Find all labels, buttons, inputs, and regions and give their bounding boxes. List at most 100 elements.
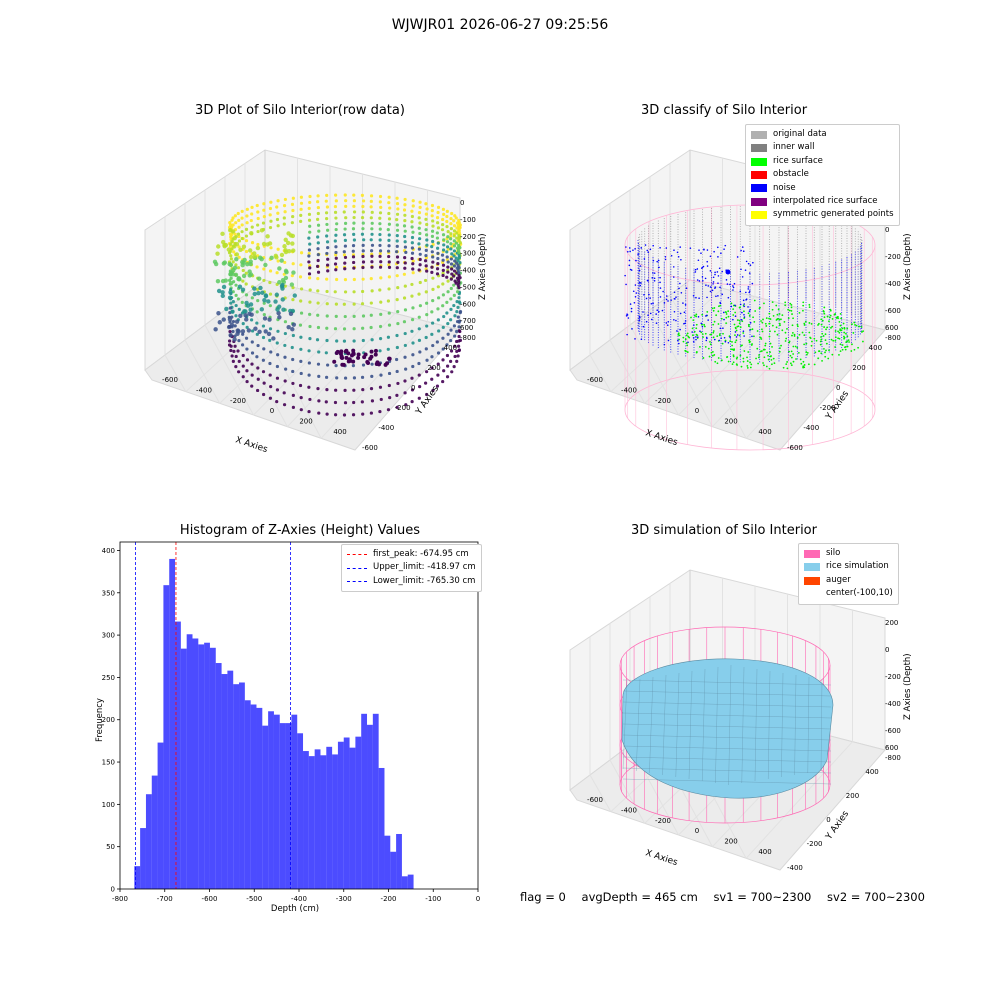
raw-point bbox=[299, 324, 302, 327]
noise-point bbox=[677, 340, 679, 342]
raw-point bbox=[317, 253, 320, 256]
raw-point bbox=[317, 326, 320, 329]
raw-point bbox=[300, 311, 303, 314]
rice-point bbox=[805, 351, 807, 353]
raw-point bbox=[442, 269, 445, 272]
raw-point bbox=[335, 303, 338, 306]
raw-point bbox=[455, 216, 458, 219]
raw-point bbox=[334, 401, 337, 404]
noise-point bbox=[665, 247, 667, 249]
rice-point bbox=[734, 324, 736, 326]
noise-point bbox=[741, 312, 743, 314]
rice-point bbox=[847, 346, 849, 348]
raw-point bbox=[334, 290, 337, 293]
legend-label: inner wall bbox=[773, 141, 814, 154]
raw-point bbox=[262, 202, 265, 205]
rice-point bbox=[708, 348, 710, 350]
raw-point bbox=[436, 340, 439, 343]
rice-point bbox=[814, 364, 816, 366]
raw-point bbox=[385, 361, 389, 365]
noise-point bbox=[748, 286, 750, 288]
raw-point bbox=[370, 194, 373, 197]
raw-point bbox=[230, 257, 233, 260]
rice-point bbox=[763, 364, 765, 366]
raw-point bbox=[396, 245, 399, 248]
raw-point bbox=[436, 216, 439, 219]
rice-point bbox=[805, 321, 807, 323]
rice-point bbox=[834, 313, 836, 315]
raw-point bbox=[453, 249, 456, 252]
p2-z-tick: -800 bbox=[885, 334, 901, 342]
raw-point bbox=[442, 369, 445, 372]
y-tick-label: 100 bbox=[102, 801, 115, 809]
raw-point bbox=[325, 194, 328, 197]
raw-point bbox=[361, 327, 364, 330]
noise-point bbox=[720, 252, 722, 254]
rice-point bbox=[825, 328, 827, 330]
rice-point bbox=[710, 343, 712, 345]
raw-point bbox=[299, 384, 302, 387]
rice-point bbox=[762, 319, 764, 321]
raw-point bbox=[447, 333, 450, 336]
raw-point bbox=[251, 241, 254, 244]
noise-point bbox=[693, 337, 695, 339]
raw-point bbox=[450, 212, 453, 215]
rice-point bbox=[824, 356, 826, 358]
rice-point bbox=[823, 311, 825, 313]
rice-point bbox=[790, 362, 792, 364]
raw-point bbox=[268, 362, 271, 365]
raw-point bbox=[441, 218, 444, 221]
rice-point bbox=[763, 349, 765, 351]
raw-point bbox=[431, 288, 434, 291]
raw-point bbox=[292, 334, 295, 337]
rice-point bbox=[785, 340, 787, 342]
raw-point bbox=[437, 226, 440, 229]
raw-point bbox=[228, 317, 232, 321]
raw-point bbox=[437, 351, 440, 354]
raw-point bbox=[262, 267, 265, 270]
raw-point bbox=[245, 282, 248, 285]
raw-point bbox=[403, 224, 406, 227]
raw-point bbox=[370, 314, 373, 317]
legend-label: interpolated rice surface bbox=[773, 195, 878, 208]
y-tick-label: 150 bbox=[102, 759, 115, 767]
rice-point bbox=[713, 307, 715, 309]
rice-point bbox=[678, 332, 680, 334]
raw-point bbox=[411, 241, 414, 244]
rice-point bbox=[719, 305, 721, 307]
raw-point bbox=[379, 249, 382, 252]
status-footer: flag = 0 avgDepth = 465 cm sv1 = 700~230… bbox=[520, 890, 937, 904]
noise-point bbox=[743, 300, 745, 302]
p1-x-tick: -200 bbox=[230, 397, 246, 405]
raw-point bbox=[344, 199, 347, 202]
rice-point bbox=[734, 334, 736, 336]
p2-x-tick: 400 bbox=[758, 428, 771, 436]
p1-x-tick: -600 bbox=[162, 376, 178, 384]
noise-point bbox=[746, 298, 748, 300]
raw-point bbox=[445, 311, 448, 314]
raw-point bbox=[292, 322, 296, 326]
noise-point bbox=[645, 244, 647, 246]
noise-point bbox=[695, 271, 697, 273]
raw-point bbox=[256, 210, 259, 213]
noise-point bbox=[749, 309, 751, 311]
noise-point bbox=[660, 296, 662, 298]
rice-point bbox=[816, 340, 818, 342]
raw-point bbox=[283, 204, 286, 207]
raw-point bbox=[335, 315, 338, 318]
raw-point bbox=[290, 327, 294, 331]
noise-point bbox=[650, 313, 652, 315]
rice-point bbox=[715, 314, 717, 316]
raw-point bbox=[352, 227, 355, 230]
raw-point bbox=[317, 230, 320, 233]
legend-swatch bbox=[804, 550, 820, 558]
legend-item: center(-100,10) bbox=[804, 587, 893, 600]
noise-point bbox=[678, 288, 680, 290]
raw-point bbox=[275, 293, 279, 297]
noise-point bbox=[717, 256, 719, 258]
raw-point bbox=[230, 309, 234, 313]
noise-point bbox=[684, 311, 686, 313]
raw-point bbox=[248, 308, 252, 312]
rice-point bbox=[733, 356, 735, 358]
raw-point bbox=[379, 211, 382, 214]
